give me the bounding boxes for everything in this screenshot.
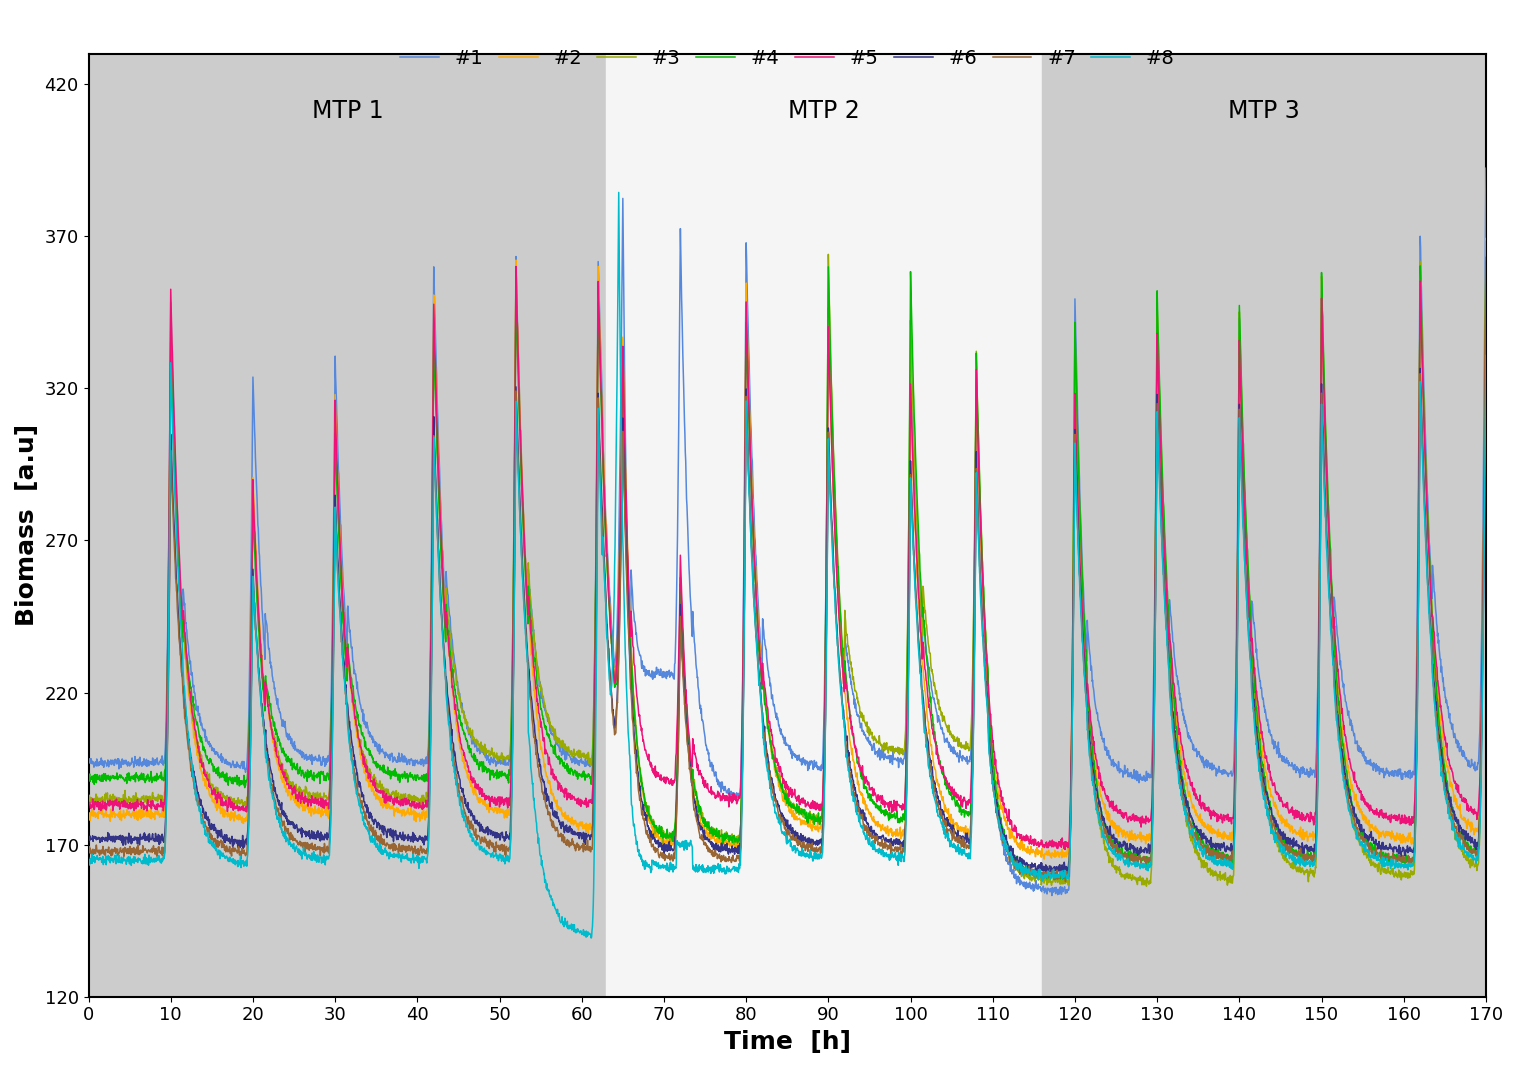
- #5: [666, 772, 685, 785]
- #8: [581, 931, 600, 944]
- #6: [713, 845, 732, 857]
- #8: [610, 186, 628, 199]
- Legend: #1, #2, #3, #4, #5, #6, #7, #8: #1, #2, #3, #4, #5, #6, #7, #8: [396, 45, 1178, 72]
- #6: [665, 837, 683, 850]
- #7: [1057, 876, 1075, 888]
- #5: [1343, 769, 1362, 781]
- #7: [703, 849, 721, 862]
- #7: [686, 810, 704, 823]
- #8: [1477, 350, 1495, 362]
- #7: [665, 852, 683, 865]
- #2: [713, 832, 732, 845]
- #2: [665, 831, 683, 843]
- Text: MTP 3: MTP 3: [1228, 99, 1299, 123]
- #5: [79, 796, 97, 809]
- #8: [688, 864, 706, 877]
- #6: [1058, 870, 1076, 883]
- #3: [713, 830, 732, 842]
- #1: [1050, 887, 1069, 900]
- #3: [1137, 880, 1155, 893]
- #1: [1477, 161, 1495, 174]
- #1: [686, 650, 704, 663]
- Text: MTP 1: MTP 1: [311, 99, 383, 123]
- #6: [1477, 339, 1495, 352]
- #1: [713, 781, 732, 794]
- Line: #1: #1: [88, 168, 1486, 896]
- #4: [686, 788, 704, 801]
- #7: [713, 854, 732, 867]
- #1: [79, 755, 97, 768]
- Line: #5: #5: [88, 266, 1486, 850]
- #8: [1050, 868, 1069, 881]
- #2: [79, 806, 97, 819]
- Text: MTP 2: MTP 2: [788, 99, 861, 123]
- #1: [1043, 889, 1061, 902]
- Line: #6: #6: [88, 345, 1486, 877]
- #4: [1477, 251, 1495, 264]
- Bar: [88, 53, 606, 996]
- #4: [1050, 871, 1069, 884]
- #6: [1343, 803, 1362, 816]
- Line: #3: #3: [88, 242, 1486, 886]
- #3: [1050, 872, 1069, 885]
- #3: [1477, 235, 1495, 248]
- #4: [703, 821, 721, 834]
- #1: [703, 756, 721, 769]
- #8: [666, 861, 685, 873]
- X-axis label: Time  [h]: Time [h]: [724, 1031, 850, 1054]
- Y-axis label: Biomass  [a.u]: Biomass [a.u]: [15, 424, 39, 626]
- #5: [1477, 278, 1495, 291]
- #5: [1057, 843, 1075, 856]
- #4: [1052, 872, 1070, 885]
- Line: #2: #2: [88, 238, 1486, 859]
- #3: [686, 784, 704, 796]
- #1: [665, 657, 683, 670]
- #6: [79, 836, 97, 849]
- #7: [1050, 869, 1069, 882]
- #1: [1343, 723, 1362, 735]
- #4: [1343, 800, 1362, 812]
- #2: [1477, 232, 1495, 245]
- #6: [1050, 859, 1069, 872]
- Bar: [1041, 53, 1486, 996]
- #5: [1050, 839, 1069, 852]
- #7: [1343, 808, 1362, 821]
- #8: [79, 851, 97, 864]
- #2: [686, 796, 704, 809]
- #3: [665, 827, 683, 840]
- #5: [507, 260, 525, 273]
- #3: [1343, 817, 1362, 830]
- #4: [665, 822, 683, 835]
- #5: [703, 786, 721, 799]
- Bar: [606, 53, 1041, 996]
- #7: [1477, 255, 1495, 268]
- #5: [713, 787, 732, 800]
- #4: [713, 830, 732, 842]
- #8: [703, 865, 721, 878]
- Line: #4: #4: [88, 258, 1486, 879]
- #6: [686, 802, 704, 815]
- Line: #7: #7: [88, 262, 1486, 882]
- #3: [79, 799, 97, 811]
- #2: [1050, 851, 1069, 864]
- #8: [1343, 818, 1362, 831]
- #2: [1343, 785, 1362, 797]
- #6: [703, 835, 721, 848]
- #5: [686, 752, 704, 764]
- #4: [79, 771, 97, 784]
- #7: [79, 845, 97, 857]
- #3: [703, 826, 721, 839]
- Line: #8: #8: [88, 192, 1486, 938]
- #2: [1035, 853, 1053, 866]
- #8: [715, 865, 733, 878]
- #2: [703, 833, 721, 846]
